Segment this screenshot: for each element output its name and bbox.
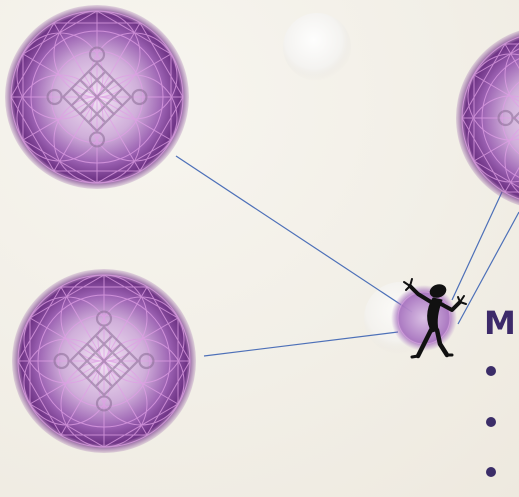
orb-bottom-left-icon bbox=[10, 267, 198, 455]
bullet-dot-2 bbox=[486, 417, 496, 427]
orb-top-left-icon bbox=[3, 3, 191, 191]
connector-lines bbox=[175, 155, 519, 357]
slide-heading: M bbox=[484, 304, 516, 342]
bullet-dot-3 bbox=[486, 467, 496, 477]
orb-right-partial-icon bbox=[454, 24, 519, 212]
bullet-dot-1 bbox=[486, 366, 496, 376]
connector-bottom-left bbox=[203, 331, 399, 357]
dancing-stick-figure-icon bbox=[403, 278, 467, 359]
white-orb-top bbox=[283, 13, 351, 81]
connector-right-1 bbox=[451, 191, 503, 301]
connector-top-left bbox=[175, 155, 413, 313]
connector-right-2 bbox=[457, 211, 519, 325]
